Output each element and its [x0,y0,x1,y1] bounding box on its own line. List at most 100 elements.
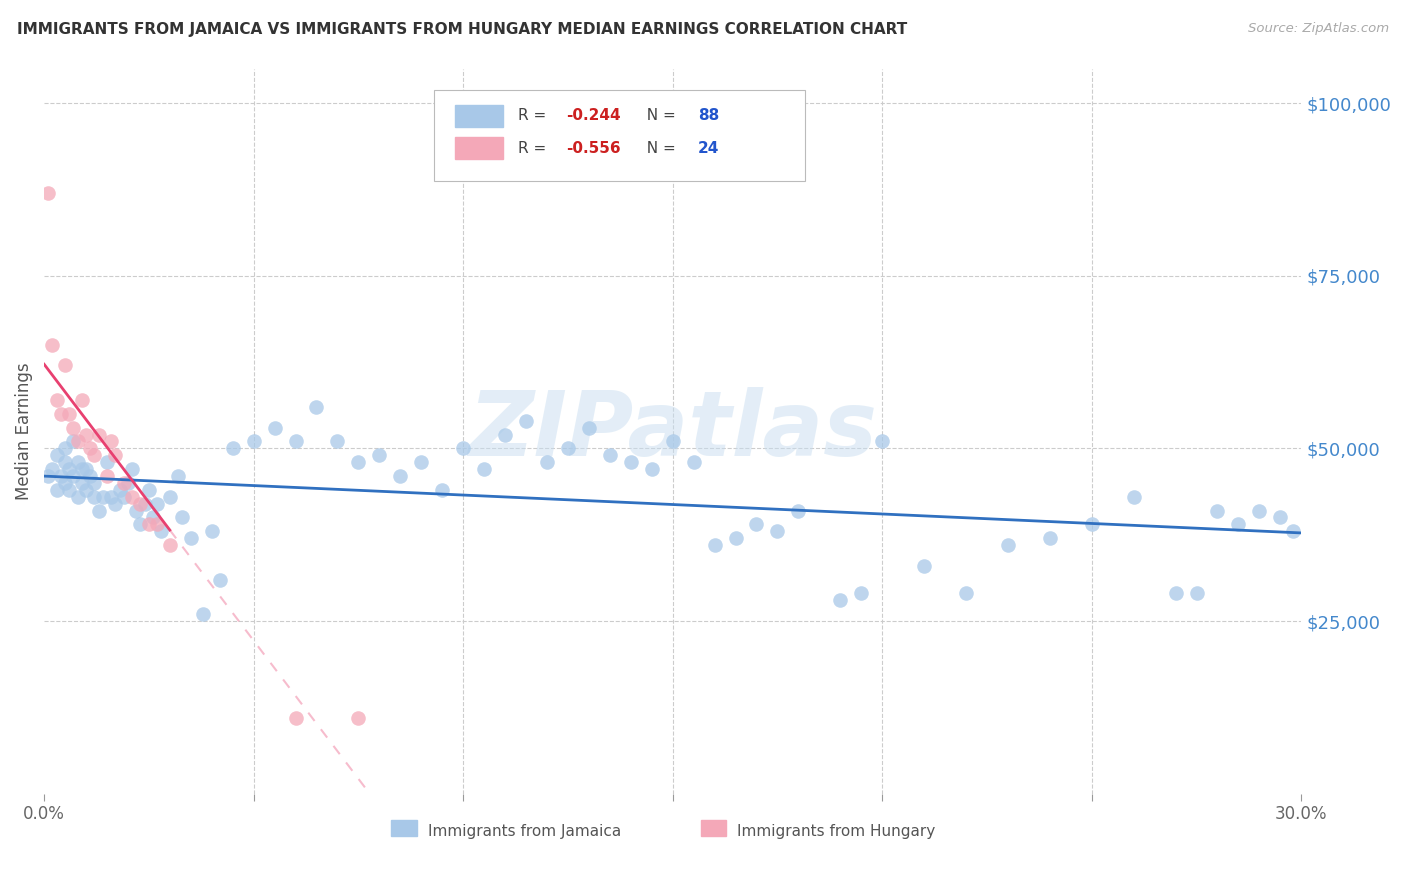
Point [167,469,190,483]
FancyBboxPatch shape [434,90,804,181]
Point [201,524,224,539]
Point [870,434,893,449]
Point [515,414,537,428]
Text: -0.244: -0.244 [565,108,620,123]
Point [221,442,243,456]
Point [159,538,181,552]
Point [53,455,76,469]
Point [66,434,89,449]
Text: ZIPatlas: ZIPatlas [468,387,877,475]
Point [432,483,454,497]
Point [1164,586,1187,600]
Point [37,469,59,483]
Point [66,490,89,504]
Point [87,427,110,442]
Point [79,442,101,456]
Point [134,497,156,511]
Point [138,517,160,532]
Point [53,442,76,456]
Point [724,531,747,545]
Point [1206,503,1229,517]
Point [557,442,579,456]
Point [75,462,97,476]
Point [641,462,664,476]
Text: N =: N = [637,108,681,123]
Y-axis label: Median Earnings: Median Earnings [15,362,32,500]
Point [129,517,152,532]
Point [661,434,683,449]
Point [62,434,84,449]
Text: R =: R = [517,108,551,123]
Point [494,427,516,442]
Point [1270,510,1292,524]
Point [83,490,105,504]
Point [411,455,433,469]
Point [83,475,105,490]
Point [53,359,76,373]
Point [87,503,110,517]
Point [263,420,285,434]
Point [96,455,118,469]
Point [91,490,114,504]
Point [58,483,80,497]
Point [49,469,72,483]
Point [49,407,72,421]
Point [242,434,264,449]
Point [104,497,127,511]
Text: 88: 88 [697,108,718,123]
Point [41,338,63,352]
Point [209,573,232,587]
Point [912,558,935,573]
Point [766,524,789,539]
Point [180,531,202,545]
Point [703,538,725,552]
Point [578,420,600,434]
Text: Immigrants from Jamaica: Immigrants from Jamaica [427,823,621,838]
Point [108,483,131,497]
Point [1185,586,1208,600]
Point [472,462,495,476]
Text: IMMIGRANTS FROM JAMAICA VS IMMIGRANTS FROM HUNGARY MEDIAN EARNINGS CORRELATION C: IMMIGRANTS FROM JAMAICA VS IMMIGRANTS FR… [17,22,907,37]
Point [830,593,852,607]
Point [112,475,135,490]
Point [121,490,143,504]
Point [121,462,143,476]
Point [536,455,558,469]
Point [1122,490,1144,504]
Point [159,490,181,504]
Point [1080,517,1102,532]
Point [284,711,307,725]
Point [75,483,97,497]
Point [138,483,160,497]
Text: -0.556: -0.556 [565,141,620,156]
Point [37,186,59,200]
Point [368,448,391,462]
Point [66,455,89,469]
Point [41,462,63,476]
Point [70,462,93,476]
Point [851,586,873,600]
Point [745,517,768,532]
Point [112,490,135,504]
Bar [456,137,503,159]
Point [389,469,412,483]
Point [45,483,67,497]
Point [150,524,173,539]
Text: N =: N = [637,141,681,156]
Point [62,420,84,434]
Point [172,510,194,524]
Text: R =: R = [517,141,551,156]
Text: 24: 24 [697,141,720,156]
Point [955,586,977,600]
Point [117,475,139,490]
Point [53,475,76,490]
Point [682,455,704,469]
Point [129,497,152,511]
Point [83,448,105,462]
Point [45,392,67,407]
Point [146,497,169,511]
Point [142,510,165,524]
Point [1249,503,1271,517]
Text: Immigrants from Hungary: Immigrants from Hungary [737,823,935,838]
Text: Source: ZipAtlas.com: Source: ZipAtlas.com [1249,22,1389,36]
